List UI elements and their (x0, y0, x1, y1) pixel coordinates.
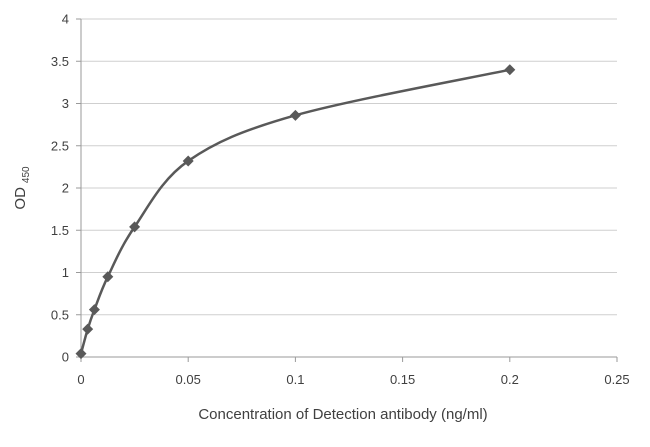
x-tick-labels: 0 0.05 0.1 0.15 0.2 0.25 (77, 372, 629, 387)
x-axis-title: Concentration of Detection antibody (ng/… (198, 406, 487, 423)
data-point-marker (289, 109, 301, 121)
y-tick-label: 4 (62, 12, 69, 27)
data-point-marker (75, 348, 87, 360)
y-tick-label: 0 (62, 350, 69, 365)
data-point-marker (102, 271, 114, 283)
y-tick-label: 0.5 (51, 307, 69, 322)
y-tick-label: 2 (62, 181, 69, 196)
data-point-marker (129, 221, 141, 233)
data-point-marker (504, 64, 516, 76)
data-point-marker (82, 323, 94, 335)
y-tick-label: 2.5 (51, 138, 69, 153)
grid-lines (81, 18, 617, 316)
data-point-marker (88, 304, 100, 316)
y-tick-labels: 0 0.5 1 1.5 2 2.5 3 3.5 4 (51, 12, 69, 365)
x-tick-label: 0.15 (390, 372, 415, 387)
data-markers (75, 64, 516, 360)
y-tick-label: 3.5 (51, 54, 69, 69)
y-tick-label: 3 (62, 96, 69, 111)
y-axis-title-subscript: 450 (21, 166, 32, 183)
x-tick-label: 0.2 (501, 372, 519, 387)
axes (76, 18, 618, 362)
x-tick-label: 0.05 (176, 372, 201, 387)
x-tick-label: 0 (77, 372, 84, 387)
x-tick-label: 0.25 (604, 372, 629, 387)
data-point-marker (182, 155, 194, 167)
y-tick-label: 1 (62, 265, 69, 280)
y-axis-title: OD 450 (12, 166, 32, 210)
y-axis-title-main: OD (12, 187, 29, 210)
y-tick-label: 1.5 (51, 223, 69, 238)
x-tick-label: 0.1 (286, 372, 304, 387)
